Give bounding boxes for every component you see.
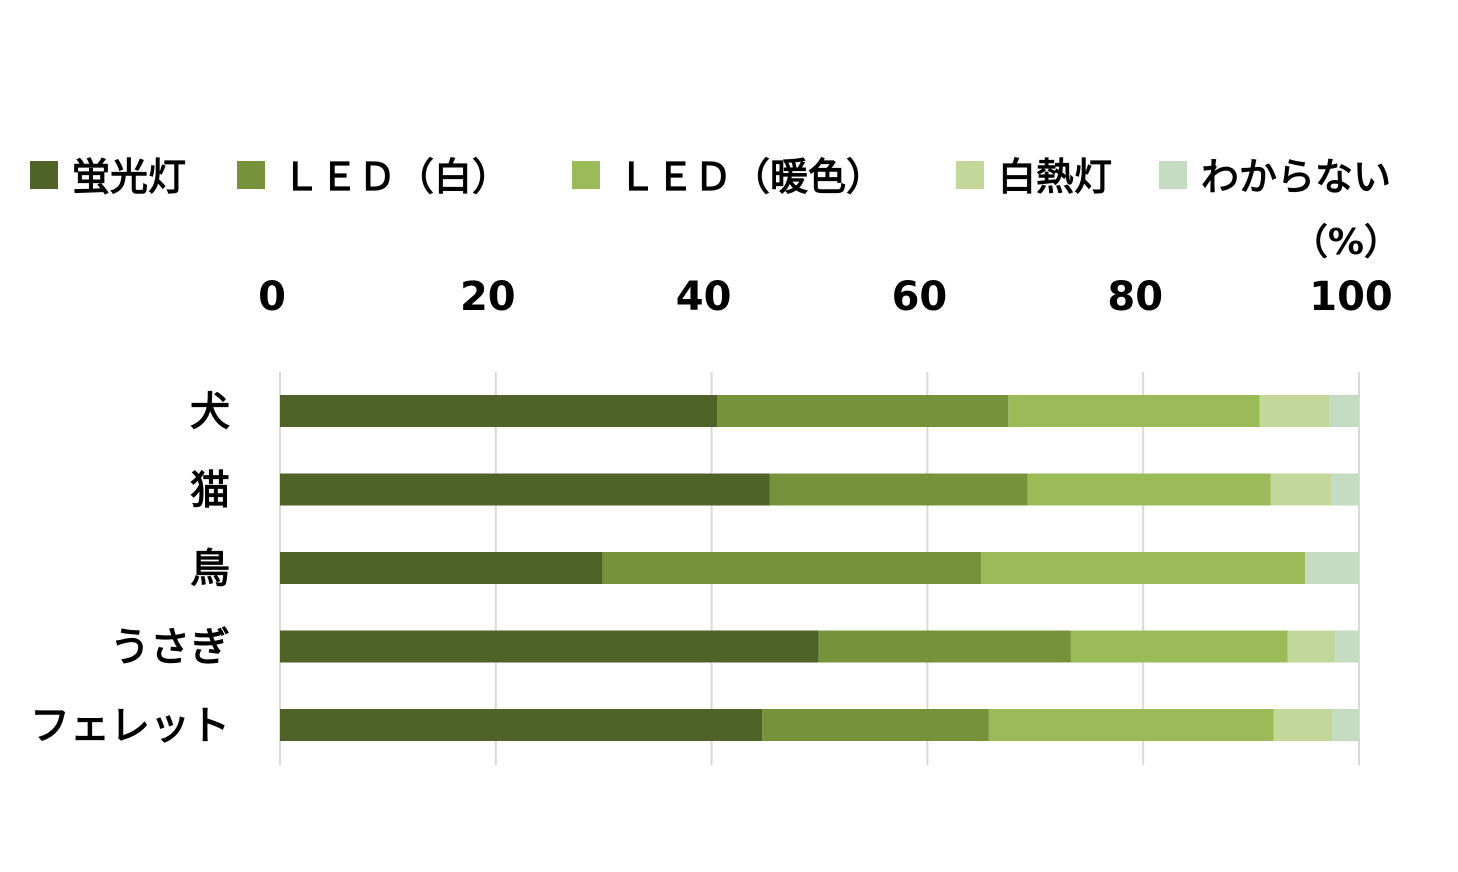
bar-segment: [1335, 630, 1359, 663]
bar-segment: [1329, 395, 1359, 427]
bar-segment: [716, 395, 1009, 427]
category-label: うさぎ: [110, 625, 230, 671]
x-tick-label: 60: [892, 274, 948, 320]
bar-segment: [981, 552, 1306, 584]
bar-segment: [1305, 552, 1359, 584]
x-tick-label: 40: [676, 274, 732, 320]
legend-label: ＬＥＤ（暖色）: [618, 155, 884, 199]
bar-segment: [280, 552, 603, 584]
legend: 蛍光灯 ＬＥＤ（白） ＬＥＤ（暖色） 白熱灯 わからない: [30, 155, 1391, 199]
category-label: フェレット: [30, 703, 230, 749]
bar-segment: [1270, 473, 1331, 506]
bar-segment: [280, 473, 770, 506]
bar-segment: [280, 630, 819, 663]
unit-label: （%）: [1292, 222, 1400, 263]
legend-label: 白熱灯: [998, 155, 1112, 199]
legend-swatch: [956, 161, 984, 189]
x-tick-label: 0: [258, 274, 286, 320]
bar-segment: [1259, 395, 1330, 427]
bar-segment: [1008, 395, 1260, 427]
category-label: 犬: [190, 389, 230, 435]
bar-segment: [762, 709, 989, 741]
legend-swatch: [237, 161, 265, 189]
x-tick-label: 20: [460, 274, 516, 320]
category-label: 猫: [190, 468, 230, 514]
bar-segment: [1287, 630, 1336, 663]
bar-segment: [602, 552, 982, 584]
legend-label: 蛍光灯: [72, 155, 186, 199]
bar-segment: [1027, 473, 1271, 506]
x-axis-ticks: 0 20 40 60 80 100: [258, 274, 1393, 320]
x-tick-label: 80: [1107, 274, 1163, 320]
bar-segment: [818, 630, 1071, 663]
legend-label: ＬＥＤ（白）: [282, 155, 510, 199]
bar-segment: [1332, 709, 1359, 741]
bar-segment: [1070, 630, 1288, 663]
bar-segment: [280, 709, 763, 741]
legend-swatch: [572, 161, 600, 189]
x-tick-label: 100: [1309, 274, 1393, 320]
category-label: 鳥: [190, 546, 230, 592]
bar-segment: [988, 709, 1274, 741]
bar-segment: [769, 473, 1028, 506]
bar-segment: [1330, 473, 1359, 506]
legend-label: わからない: [1201, 155, 1391, 199]
legend-swatch: [1159, 161, 1187, 189]
bar-segment: [280, 395, 717, 427]
bars: [280, 395, 1359, 741]
bar-segment: [1273, 709, 1333, 741]
legend-swatch: [30, 161, 58, 189]
